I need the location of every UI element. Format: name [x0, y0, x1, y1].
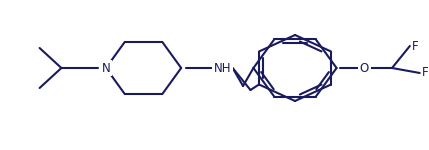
Text: F: F — [412, 39, 418, 52]
Text: NH: NH — [214, 61, 232, 75]
Text: N: N — [102, 61, 110, 75]
Text: F: F — [422, 66, 428, 80]
Text: O: O — [360, 61, 369, 75]
